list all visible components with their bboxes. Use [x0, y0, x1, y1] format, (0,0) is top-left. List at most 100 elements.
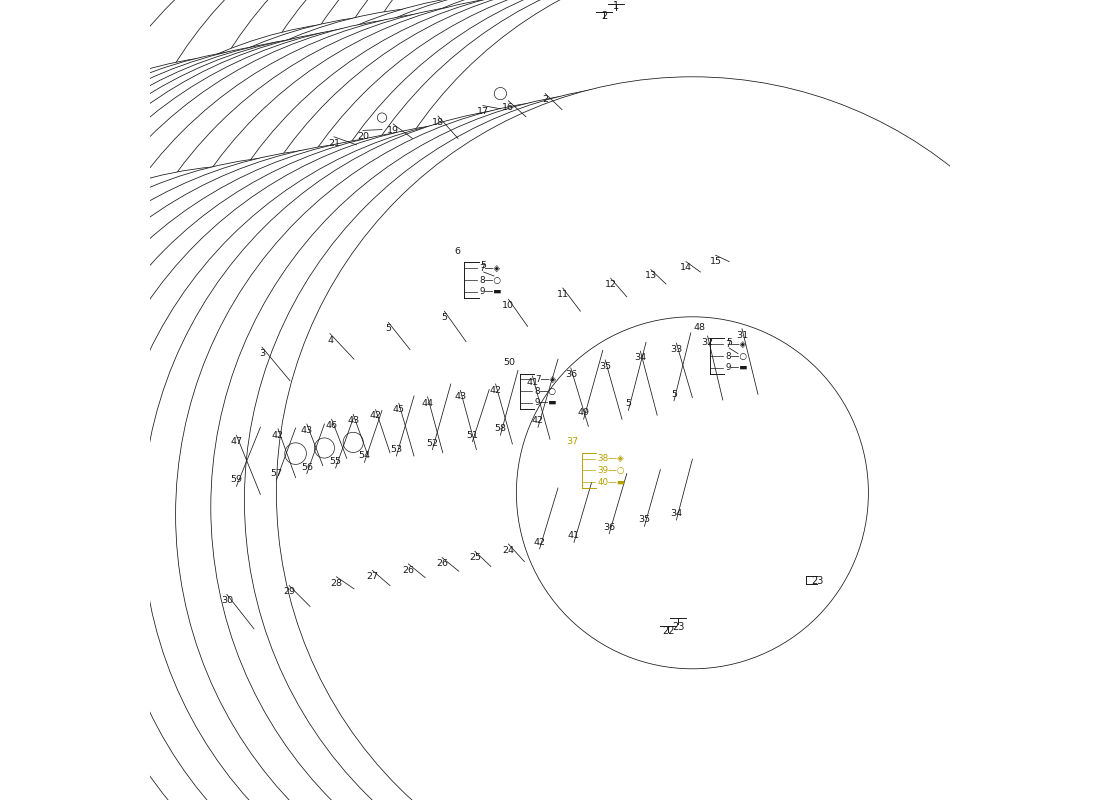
Polygon shape	[606, 344, 685, 424]
Circle shape	[515, 198, 867, 550]
Polygon shape	[518, 361, 597, 441]
Text: 43: 43	[348, 416, 360, 426]
Polygon shape	[355, 435, 381, 461]
Circle shape	[342, 233, 694, 585]
Polygon shape	[680, 229, 720, 270]
Text: 43: 43	[300, 426, 312, 435]
Polygon shape	[371, 268, 450, 348]
Circle shape	[416, 338, 768, 690]
Polygon shape	[424, 254, 509, 340]
Circle shape	[211, 91, 1043, 800]
Text: 35: 35	[638, 515, 650, 525]
Circle shape	[35, 6, 867, 800]
Text: 13: 13	[645, 271, 657, 281]
Circle shape	[0, 0, 828, 527]
Circle shape	[412, 226, 764, 578]
Circle shape	[0, 165, 670, 800]
Polygon shape	[546, 239, 615, 310]
Text: 2: 2	[542, 95, 548, 105]
Polygon shape	[651, 334, 730, 414]
Text: 20: 20	[356, 132, 369, 142]
Text: 24: 24	[503, 546, 515, 555]
Polygon shape	[229, 429, 293, 493]
Circle shape	[170, 276, 522, 628]
Polygon shape	[691, 342, 755, 406]
Circle shape	[43, 128, 874, 800]
Circle shape	[349, 355, 701, 707]
Text: 56: 56	[300, 462, 312, 472]
Circle shape	[285, 443, 307, 464]
Polygon shape	[464, 510, 518, 565]
Circle shape	[494, 87, 506, 100]
Text: 15: 15	[710, 257, 722, 266]
Circle shape	[0, 54, 676, 800]
Circle shape	[178, 387, 530, 739]
Text: 49: 49	[578, 408, 590, 418]
Circle shape	[97, 2, 928, 800]
Text: 5: 5	[671, 390, 676, 399]
Text: 23: 23	[812, 576, 824, 586]
Text: 6: 6	[454, 247, 461, 256]
Text: 58: 58	[494, 424, 506, 434]
Polygon shape	[208, 534, 300, 627]
Text: 33: 33	[670, 345, 682, 354]
Text: 18: 18	[432, 118, 444, 127]
Polygon shape	[390, 414, 438, 462]
Text: a name for parts since 1985: a name for parts since 1985	[360, 423, 612, 569]
Polygon shape	[244, 286, 337, 379]
Text: 42: 42	[532, 416, 544, 426]
Circle shape	[372, 107, 393, 128]
Text: 7—◈: 7—◈	[535, 375, 556, 384]
Circle shape	[350, 0, 702, 264]
Polygon shape	[424, 68, 492, 137]
Polygon shape	[363, 530, 417, 584]
Circle shape	[26, 16, 859, 800]
Circle shape	[342, 0, 1100, 782]
Text: 40—▬: 40—▬	[597, 478, 625, 486]
Circle shape	[114, 157, 466, 509]
Circle shape	[146, 0, 978, 497]
Polygon shape	[596, 234, 657, 295]
Circle shape	[547, 198, 899, 550]
Text: 21: 21	[328, 138, 340, 148]
Polygon shape	[631, 471, 689, 529]
Polygon shape	[374, 427, 406, 459]
Circle shape	[42, 0, 874, 518]
Circle shape	[0, 0, 706, 749]
Circle shape	[211, 0, 1043, 681]
Text: 5: 5	[626, 399, 631, 409]
Circle shape	[102, 0, 934, 800]
Polygon shape	[415, 386, 487, 459]
Circle shape	[374, 234, 726, 586]
Circle shape	[187, 0, 1019, 800]
Text: 8—○: 8—○	[480, 275, 502, 285]
Circle shape	[173, 0, 1004, 800]
Polygon shape	[592, 365, 652, 426]
Circle shape	[230, 0, 1062, 800]
Circle shape	[405, 98, 757, 450]
Polygon shape	[465, 391, 513, 439]
Polygon shape	[645, 573, 847, 615]
Text: 8—○: 8—○	[535, 386, 557, 396]
Text: 42: 42	[490, 386, 502, 395]
Circle shape	[283, 368, 635, 720]
Text: 36: 36	[603, 522, 615, 532]
Circle shape	[276, 77, 1100, 800]
Circle shape	[78, 405, 430, 757]
Circle shape	[250, 0, 1082, 673]
Circle shape	[285, 0, 1100, 666]
Circle shape	[75, 122, 906, 800]
Circle shape	[282, 0, 634, 278]
Circle shape	[553, 68, 905, 420]
Circle shape	[0, 41, 739, 800]
Circle shape	[178, 143, 530, 495]
Circle shape	[582, 190, 934, 542]
Text: 37: 37	[565, 438, 578, 446]
Text: 45: 45	[393, 405, 405, 414]
Polygon shape	[640, 231, 692, 282]
Circle shape	[120, 286, 472, 638]
Text: 7—◈: 7—◈	[480, 264, 501, 273]
Circle shape	[164, 0, 997, 690]
Text: 48: 48	[694, 323, 706, 332]
Circle shape	[0, 155, 726, 800]
